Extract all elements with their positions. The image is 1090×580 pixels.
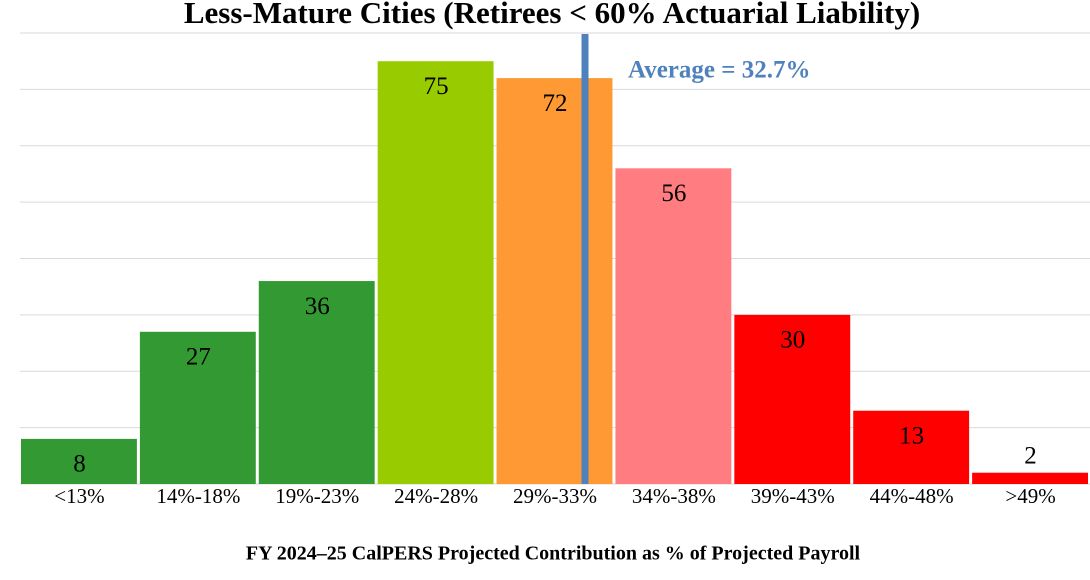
value-label: 2 (1024, 442, 1037, 469)
average-annotation: Average = 32.7% (628, 57, 810, 84)
x-tick-label: 44%-48% (870, 484, 954, 508)
x-tick-label: 24%-28% (394, 484, 478, 508)
bar (734, 314, 851, 484)
value-label: 56 (661, 180, 686, 207)
x-tick-label: 39%-43% (751, 484, 835, 508)
bar (377, 61, 494, 484)
bar (496, 78, 613, 484)
x-tick-label: >49% (1005, 484, 1055, 508)
bar (615, 168, 732, 485)
value-label: 72 (543, 90, 568, 117)
bar (258, 281, 375, 484)
x-tick-label: 29%-33% (513, 484, 597, 508)
value-label: 36 (305, 293, 330, 320)
x-tick-label: 19%-23% (275, 484, 359, 508)
bar (21, 438, 137, 484)
value-label: 75 (424, 73, 449, 100)
x-axis-label: FY 2024–25 CalPERS Projected Contributio… (246, 543, 861, 565)
bar (972, 472, 1088, 484)
chart-title: Less-Mature Cities (Retirees < 60% Actua… (184, 0, 920, 30)
value-label: 27 (186, 344, 211, 371)
value-label: 30 (780, 327, 805, 354)
x-tick-label: 34%-38% (632, 484, 716, 508)
value-label: 13 (899, 422, 924, 449)
x-tick-label: <13% (54, 484, 104, 508)
bar (139, 331, 256, 484)
bar (853, 410, 970, 484)
x-tick-label: 14%-18% (156, 484, 240, 508)
value-label: 8 (73, 451, 86, 478)
